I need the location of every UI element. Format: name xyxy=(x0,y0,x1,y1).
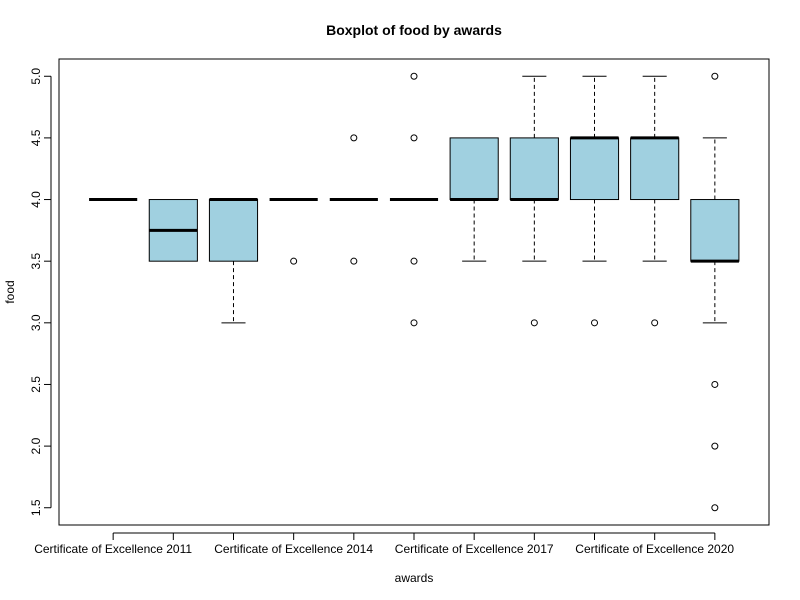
y-tick-label: 5.0 xyxy=(29,68,43,85)
y-tick-label: 2.0 xyxy=(29,437,43,454)
box-body xyxy=(690,199,740,262)
outlier-point xyxy=(711,380,719,388)
outlier-point xyxy=(651,319,659,327)
box-group xyxy=(148,199,198,262)
outlier-point xyxy=(711,504,719,512)
outlier-point xyxy=(410,257,418,265)
box-group xyxy=(208,198,259,324)
x-tick-label: Certificate of Excellence 2011 xyxy=(34,542,192,556)
x-axis: Certificate of Excellence 2011 Certificat… xyxy=(34,532,734,556)
box-group xyxy=(329,134,378,265)
y-axis-title: food xyxy=(3,280,17,303)
outlier-point xyxy=(530,319,538,327)
box-body xyxy=(449,137,499,201)
outlier-point xyxy=(410,134,418,142)
box-body xyxy=(509,137,559,201)
x-tick-label: Certificate of Excellence 2020 xyxy=(575,542,734,556)
outlier-point xyxy=(350,257,358,265)
box-group xyxy=(630,75,680,327)
outlier-point xyxy=(591,319,599,327)
outlier-point xyxy=(350,134,358,142)
y-tick-label: 1.5 xyxy=(29,499,43,516)
box-body xyxy=(630,137,680,201)
plot-area-frame xyxy=(58,58,770,526)
x-tick-label: Certificate of Excellence 2017 xyxy=(395,542,554,556)
outlier-point xyxy=(410,319,418,327)
box-body xyxy=(208,199,259,262)
y-tick-label: 4.5 xyxy=(29,129,43,146)
y-tick-label: 3.0 xyxy=(29,314,43,331)
y-tick-label: 2.5 xyxy=(29,376,43,393)
y-tick-label: 3.5 xyxy=(29,253,43,270)
outlier-point xyxy=(711,442,719,450)
box-group xyxy=(569,75,620,327)
x-axis-title: awards xyxy=(395,571,434,585)
y-tick-label: 4.0 xyxy=(29,191,43,208)
box-group xyxy=(509,75,559,327)
y-axis: 1.5 2.0 2.5 3.0 3.5 4.0 4.5 5.0 xyxy=(29,68,52,516)
outlier-point xyxy=(711,72,719,80)
x-tick-label: Certificate of Excellence 2014 xyxy=(214,542,373,556)
box-group xyxy=(690,72,740,512)
boxes-group xyxy=(89,72,740,512)
chart-title: Boxplot of food by awards xyxy=(326,22,502,38)
outlier-point xyxy=(410,72,418,80)
box-group xyxy=(449,137,499,262)
box-group xyxy=(389,72,439,327)
box-group xyxy=(269,198,318,265)
box-body xyxy=(569,137,620,201)
outlier-point xyxy=(290,257,298,265)
